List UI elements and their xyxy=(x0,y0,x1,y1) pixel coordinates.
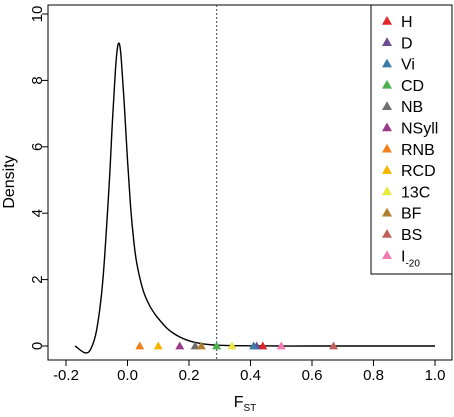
legend-label-main: D xyxy=(401,35,413,52)
legend-label-vi: Vi xyxy=(401,57,415,74)
legend-box xyxy=(370,4,453,275)
legend-label-i-20: I-20 xyxy=(401,248,420,269)
x-tick-label: 0.4 xyxy=(240,367,261,384)
legend-label-13c: 13C xyxy=(401,184,430,201)
legend-label-main: H xyxy=(401,14,413,31)
y-tick-label: 0 xyxy=(29,342,46,350)
x-tick-label: 0.6 xyxy=(302,367,323,384)
marker-bf xyxy=(196,341,206,350)
marker-13c xyxy=(227,341,237,350)
marker-vi xyxy=(249,341,259,350)
x-tick-label: -0.2 xyxy=(53,367,79,384)
legend-label-rnb: RNB xyxy=(401,142,435,159)
x-axis-title-main: F xyxy=(234,394,244,411)
legend: HD Vi CD NB NSyll RNB RCD 13C BF BS I-20 xyxy=(370,4,453,275)
legend-marker-h xyxy=(382,16,392,25)
marker-bs xyxy=(329,341,339,350)
legend-label-main: I xyxy=(401,248,405,265)
y-tick-label: 4 xyxy=(29,209,46,217)
legend-label-main: CD xyxy=(401,78,424,95)
marker-rnb xyxy=(135,341,145,350)
legend-marker-rnb xyxy=(382,143,392,153)
legend-label-main: BF xyxy=(401,206,422,223)
legend-label-rcd: RCD xyxy=(401,163,436,180)
density-curve xyxy=(74,42,435,354)
legend-label-bs: BS xyxy=(401,227,422,244)
legend-label-cd: CD xyxy=(401,78,424,95)
y-tick-label: 10 xyxy=(29,6,46,23)
x-axis: -0.2 0.0 0.2 0.4 0.6 0.8 1.0 xyxy=(53,359,446,384)
marker-nb xyxy=(190,341,200,350)
legend-label-main: 13C xyxy=(401,184,430,201)
legend-label-main: RCD xyxy=(401,163,436,180)
legend-label-d: D xyxy=(401,35,413,52)
legend-marker-nb xyxy=(382,101,392,110)
x-tick-label: 0.2 xyxy=(179,367,200,384)
legend-marker-bf xyxy=(382,207,392,217)
y-tick-label: 8 xyxy=(29,76,46,84)
legend-marker-nsyll xyxy=(382,122,392,132)
legend-marker-vi xyxy=(382,58,392,68)
legend-marker-i-20 xyxy=(382,250,392,260)
legend-marker-bs xyxy=(382,229,392,238)
marker-h xyxy=(258,341,268,350)
marker-cd xyxy=(212,341,222,350)
marker-rcd xyxy=(153,341,163,350)
x-tick-label: 0.0 xyxy=(117,367,138,384)
x-axis-title: FST xyxy=(234,394,257,414)
legend-label-main: Vi xyxy=(401,57,415,74)
legend-label-nsyll: NSyll xyxy=(401,121,438,138)
legend-marker-cd xyxy=(382,79,392,89)
x-axis-title-subscript: ST xyxy=(244,403,257,414)
marker-i-20 xyxy=(276,341,286,350)
marker-nsyll xyxy=(175,341,185,350)
y-tick-label: 6 xyxy=(29,143,46,151)
y-axis: 0 2 4 6 8 10 xyxy=(29,6,49,350)
y-tick-label: 2 xyxy=(29,275,46,283)
legend-label-bf: BF xyxy=(401,206,422,223)
legend-label-main: NSyll xyxy=(401,121,438,138)
legend-marker-13c xyxy=(382,186,392,196)
legend-label-main: RNB xyxy=(401,142,435,159)
y-axis-title: Density xyxy=(1,155,18,208)
legend-label-main: NB xyxy=(401,99,423,116)
trait-markers xyxy=(135,341,339,350)
x-tick-label: 0.8 xyxy=(363,367,384,384)
x-tick-label: 1.0 xyxy=(425,367,446,384)
legend-label-nb: NB xyxy=(401,99,423,116)
legend-label-main: BS xyxy=(401,227,422,244)
legend-marker-d xyxy=(382,37,392,47)
legend-label-h: H xyxy=(401,14,413,31)
legend-marker-rcd xyxy=(382,165,392,174)
legend-label-subscript: -20 xyxy=(405,258,420,269)
